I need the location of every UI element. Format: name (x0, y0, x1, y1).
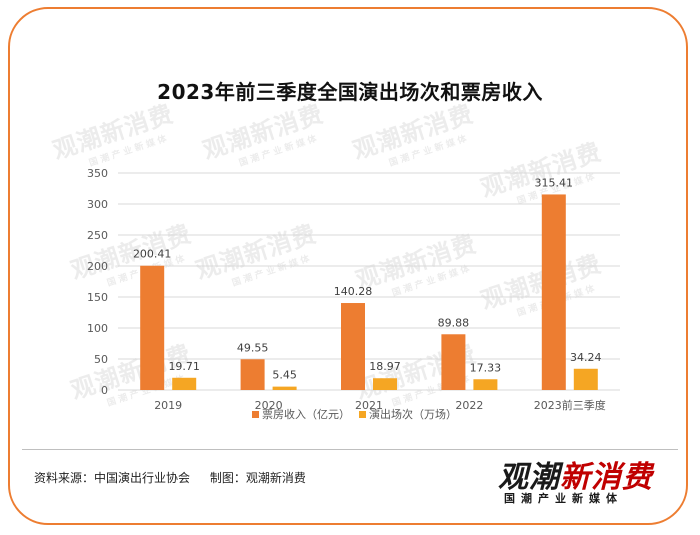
brand-logo: 观潮新消费 国潮产业新媒体 (498, 452, 668, 508)
footer-divider (22, 449, 678, 450)
data-label: 315.41 (535, 176, 574, 189)
legend-label: 演出场次（万场） (369, 407, 457, 421)
y-tick-label: 350 (87, 167, 108, 180)
y-tick-label: 100 (87, 322, 108, 335)
data-label: 34.24 (570, 351, 602, 364)
chart-title: 2023年前三季度全国演出场次和票房收入 (157, 80, 543, 104)
x-tick-label: 2020 (255, 399, 283, 412)
data-label: 140.28 (334, 285, 373, 298)
data-label: 49.55 (237, 341, 269, 354)
bar-performances (573, 368, 598, 390)
legend-swatch (252, 411, 259, 418)
data-label: 5.45 (272, 369, 297, 382)
bar-box-office (240, 359, 265, 390)
source-text: 资料来源：中国演出行业协会 (34, 471, 191, 485)
y-tick-label: 50 (94, 353, 108, 366)
data-label: 18.97 (369, 360, 401, 373)
bar-box-office (541, 194, 566, 390)
legend-label: 票房收入（亿元） (262, 407, 350, 421)
logo-wordmark: 观潮新消费 (498, 460, 653, 495)
data-label: 89.88 (438, 316, 470, 329)
legend-swatch (359, 411, 366, 418)
bar-box-office (441, 334, 466, 390)
y-tick-label: 200 (87, 260, 108, 273)
x-tick-label: 2019 (154, 399, 182, 412)
x-tick-label: 2022 (455, 399, 483, 412)
data-label: 19.71 (168, 360, 200, 373)
credit-text: 制图：观潮新消费 (209, 471, 306, 485)
x-tick-label: 2021 (355, 399, 383, 412)
y-tick-label: 0 (101, 384, 108, 397)
data-label: 17.33 (470, 361, 502, 374)
bar-box-office (341, 303, 365, 390)
bar-performances (272, 386, 297, 390)
logo-tagline: 国潮产业新媒体 (504, 492, 623, 505)
bar-performances (172, 377, 197, 390)
bar-box-office (140, 265, 165, 390)
bar-performances (473, 379, 498, 390)
x-tick-label: 2023前三季度 (534, 398, 606, 412)
data-label: 200.41 (133, 248, 172, 261)
y-tick-label: 250 (87, 229, 108, 242)
footer-source: 资料来源：中国演出行业协会 制图：观潮新消费 (34, 469, 322, 486)
y-tick-label: 150 (87, 291, 108, 304)
y-tick-label: 300 (87, 198, 108, 211)
bar-performances (373, 378, 397, 390)
